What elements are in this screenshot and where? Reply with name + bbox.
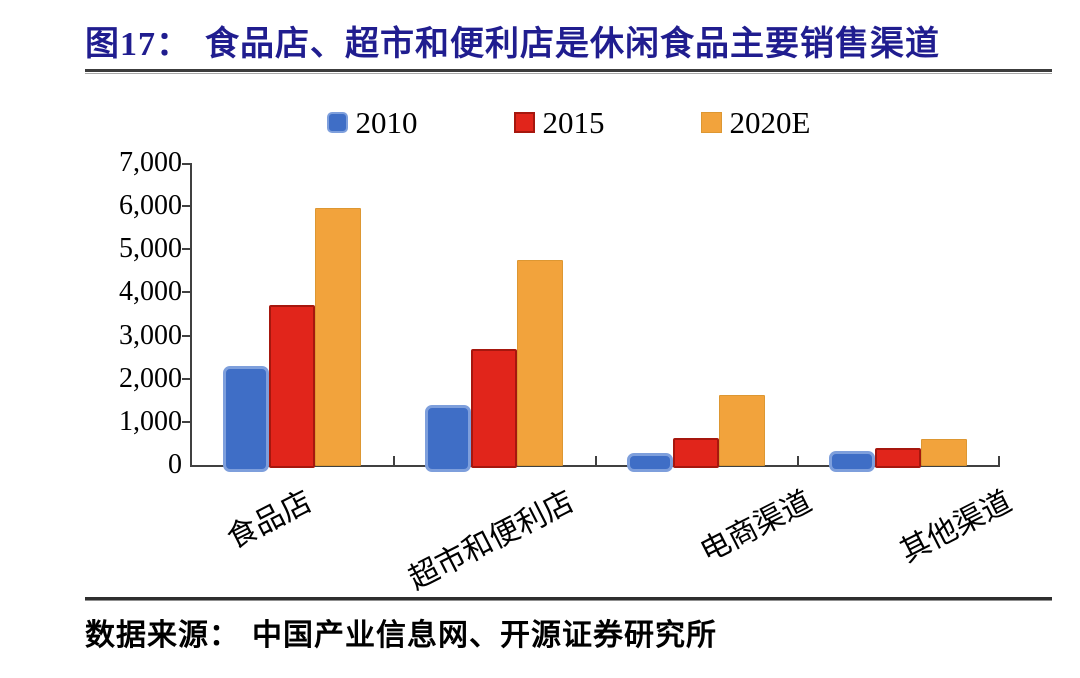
- x-axis-tick: [595, 456, 597, 465]
- bar-2015-cat0: [269, 305, 315, 468]
- bar-2015-cat3: [875, 448, 921, 468]
- chart-legend: 2010 2015 2020E: [85, 104, 1052, 140]
- y-axis-tick: [182, 205, 191, 208]
- y-axis-tick-label: 6,000: [119, 190, 182, 222]
- legend-label: 2020E: [729, 104, 811, 140]
- bar-2020E-cat3: [921, 439, 967, 466]
- legend-item-2015: 2015: [513, 104, 605, 140]
- y-axis-tick-label: 4,000: [119, 276, 182, 308]
- bar-2015-cat1: [471, 349, 517, 468]
- legend-swatch-icon: [326, 111, 348, 133]
- x-axis-tick: [393, 456, 395, 465]
- y-axis-tick-label: 5,000: [119, 233, 182, 265]
- bar-2010-cat0: [223, 366, 269, 472]
- bar-2020E-cat2: [719, 395, 765, 466]
- y-axis-tick-label: 1,000: [119, 405, 182, 437]
- title-divider: [85, 69, 1052, 74]
- legend-label: 2015: [542, 104, 605, 140]
- legend-item-2020E: 2020E: [700, 104, 811, 140]
- y-axis-tick-label: 3,000: [119, 319, 182, 351]
- x-axis-tick: [998, 456, 1000, 465]
- legend-item-2010: 2010: [326, 104, 418, 140]
- chart-plot-area: 0 1,000 2,000 3,000 4,000 5,000 6,000 7,000 食品店 超…: [119, 148, 1017, 597]
- y-axis-tick-label: 7,000: [119, 147, 182, 178]
- source-line: 数据来源： 中国产业信息网、开源证券研究所: [85, 610, 717, 654]
- x-axis-tick: [797, 456, 799, 465]
- figure-number: 图17：: [85, 26, 191, 63]
- legend-swatch-icon: [513, 111, 535, 133]
- legend-swatch-icon: [700, 111, 722, 133]
- figure-caption: 食品店、超市和便利店是休闲食品主要销售渠道: [205, 26, 940, 63]
- y-axis-tick: [182, 163, 191, 165]
- y-axis-tick-label: 0: [168, 449, 182, 480]
- bar-2020E-cat0: [315, 208, 361, 466]
- bar-2010-cat3: [829, 451, 875, 472]
- source-body: 中国产业信息网、开源证券研究所: [252, 619, 717, 652]
- bar-2020E-cat1: [517, 260, 563, 466]
- source-label: 数据来源：: [85, 619, 240, 652]
- y-axis-tick: [182, 420, 191, 423]
- x-axis-label-cat0: 食品店: [221, 485, 317, 556]
- y-axis-tick: [182, 377, 191, 380]
- figure-title: 图17： 食品店、超市和便利店是休闲食品主要销售渠道: [85, 16, 1065, 65]
- x-axis-label-cat3: 其他渠道: [895, 485, 1017, 569]
- bar-2010-cat2: [627, 453, 673, 472]
- bar-2010-cat1: [425, 405, 471, 472]
- x-axis-label-cat1: 超市和便利店: [403, 485, 579, 597]
- legend-label: 2010: [355, 104, 418, 140]
- y-axis-tick: [182, 248, 191, 251]
- y-axis-tick: [182, 334, 191, 337]
- source-divider: [85, 597, 1052, 601]
- y-axis-tick: [182, 291, 191, 294]
- bar-2015-cat2: [673, 438, 719, 468]
- y-axis-tick-label: 2,000: [119, 362, 182, 394]
- x-axis-label-cat2: 电商渠道: [695, 485, 817, 569]
